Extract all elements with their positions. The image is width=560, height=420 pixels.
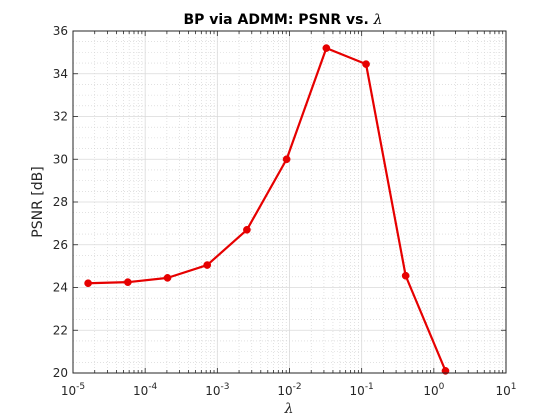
data-point (84, 279, 92, 288)
x-axis-label: λ (284, 401, 294, 417)
y-tick-label: 20 (53, 366, 68, 380)
data-point (243, 225, 251, 234)
y-tick-label: 36 (53, 24, 68, 38)
grid (72, 30, 507, 374)
data-point (203, 261, 212, 269)
x-tick-label: 10-3 (205, 382, 229, 398)
data-point (282, 155, 291, 164)
y-axis-label: PSNR [dB] (30, 166, 46, 237)
data-point (401, 271, 410, 280)
y-tick-labels: 20 22 24 26 28 30 32 34 36 (53, 24, 68, 380)
x-tick-label: 10-2 (277, 382, 301, 398)
title-lambda-symbol: λ (373, 12, 383, 28)
y-tick-label: 22 (53, 323, 68, 337)
x-tick-label: 10-5 (61, 382, 85, 398)
x-tick-label: 100 (423, 382, 444, 398)
tick-marks (72, 30, 507, 374)
x-tick-label: 10-1 (350, 382, 374, 398)
y-tick-label: 32 (53, 110, 68, 124)
data-point (123, 278, 132, 287)
y-tick-label: 24 (53, 281, 68, 295)
y-tick-label: 26 (53, 238, 68, 252)
data-point (163, 274, 172, 282)
y-tick-label: 30 (53, 152, 68, 166)
x-tick-label: 10-4 (133, 382, 158, 398)
y-tick-label: 34 (53, 67, 68, 81)
chart-title: BP via ADMM: PSNR vs. λ (183, 12, 382, 28)
x-tick-labels: 10-5 10-4 10-3 10-2 10-1 100 101 (61, 382, 517, 398)
data-point (322, 44, 331, 52)
y-tick-label: 28 (53, 195, 68, 209)
series-line (88, 46, 447, 372)
data-point (362, 60, 370, 68)
x-tick-label: 101 (495, 382, 516, 398)
